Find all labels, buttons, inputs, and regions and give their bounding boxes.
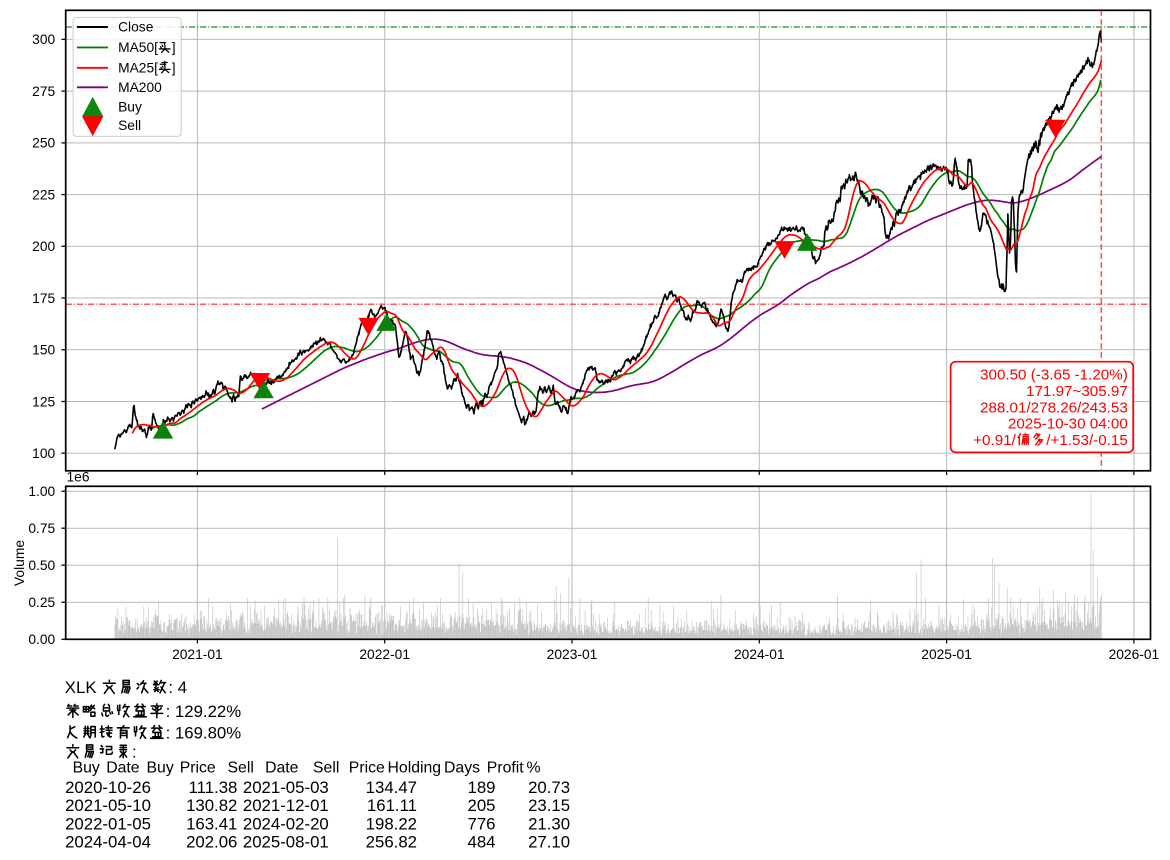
svg-text:2024-04-04: 2024-04-04 <box>65 833 151 852</box>
svg-text:111.38: 111.38 <box>189 778 238 797</box>
svg-text:161.11: 161.11 <box>367 796 417 815</box>
svg-text:200: 200 <box>32 239 55 254</box>
svg-text:250: 250 <box>32 136 55 151</box>
svg-text:100: 100 <box>32 446 55 461</box>
svg-text:2025-08-01: 2025-08-01 <box>243 833 329 852</box>
svg-text:2020-10-26: 2020-10-26 <box>65 778 151 797</box>
svg-text:Days: Days <box>444 760 480 777</box>
svg-text:Price: Price <box>349 760 385 777</box>
svg-text:125: 125 <box>32 394 55 409</box>
svg-text:0.00: 0.00 <box>28 632 55 647</box>
svg-text:175: 175 <box>32 291 55 306</box>
svg-text:Sell: Sell <box>118 118 141 133</box>
svg-text:Buy: Buy <box>118 99 142 114</box>
svg-text:2021-05-03: 2021-05-03 <box>243 778 329 797</box>
svg-text:]: ] <box>172 61 176 76</box>
svg-text:MA200: MA200 <box>118 80 162 95</box>
svg-text:2026-01: 2026-01 <box>1109 647 1160 662</box>
svg-text:Buy: Buy <box>147 760 174 777</box>
svg-text:+0.91/: +0.91/ <box>973 432 1016 449</box>
svg-text:2021-12-01: 2021-12-01 <box>243 796 329 815</box>
svg-text:256.82: 256.82 <box>366 833 417 852</box>
svg-text:484: 484 <box>468 833 496 852</box>
svg-text:130.82: 130.82 <box>186 796 237 815</box>
svg-text:MA25[: MA25[ <box>118 61 158 76</box>
svg-text::: : <box>132 743 137 762</box>
svg-text:300.50 (-3.65 -1.20%): 300.50 (-3.65 -1.20%) <box>980 367 1128 384</box>
svg-text:Date: Date <box>106 760 140 777</box>
svg-text:: 4: : 4 <box>168 678 187 697</box>
svg-text:2021-05-10: 2021-05-10 <box>65 796 151 815</box>
svg-text:288.01/278.26/243.53: 288.01/278.26/243.53 <box>980 399 1128 416</box>
svg-text:Sell: Sell <box>228 760 254 777</box>
svg-text:2024-01: 2024-01 <box>734 647 785 662</box>
svg-text:0.50: 0.50 <box>28 558 55 573</box>
svg-text:: 169.80%: : 169.80% <box>166 724 242 743</box>
svg-text:0.25: 0.25 <box>28 595 55 610</box>
svg-text:2023-01: 2023-01 <box>547 647 598 662</box>
svg-text:150: 150 <box>32 343 55 358</box>
svg-text:20.73: 20.73 <box>528 778 570 797</box>
svg-text:Sell: Sell <box>313 760 339 777</box>
svg-text:23.15: 23.15 <box>528 796 570 815</box>
svg-text:205: 205 <box>468 796 496 815</box>
svg-text:2022-01-05: 2022-01-05 <box>65 814 151 833</box>
svg-text:/+1.53/-0.15: /+1.53/-0.15 <box>1046 432 1128 449</box>
svg-text:Profit: Profit <box>487 760 524 777</box>
svg-text:Volume: Volume <box>12 540 27 586</box>
svg-text:MA50[: MA50[ <box>118 40 158 55</box>
svg-text:Close: Close <box>118 20 154 35</box>
svg-text:202.06: 202.06 <box>186 833 237 852</box>
svg-text:Buy: Buy <box>73 760 100 777</box>
svg-text:189: 189 <box>468 778 496 797</box>
svg-text:300: 300 <box>32 32 55 47</box>
svg-text:134.47: 134.47 <box>366 778 417 797</box>
svg-text:XLK: XLK <box>65 678 97 697</box>
svg-text:1.00: 1.00 <box>28 484 55 499</box>
svg-text:198.22: 198.22 <box>366 814 417 833</box>
svg-text:0.75: 0.75 <box>28 521 55 536</box>
svg-text:%: % <box>527 760 541 777</box>
svg-text:275: 275 <box>32 84 55 99</box>
svg-text:2024-02-20: 2024-02-20 <box>243 814 329 833</box>
svg-text:776: 776 <box>468 814 496 833</box>
svg-text:2021-01: 2021-01 <box>172 647 223 662</box>
svg-text:21.30: 21.30 <box>528 814 570 833</box>
svg-text:171.97~305.97: 171.97~305.97 <box>1026 383 1128 400</box>
svg-text:Date: Date <box>265 760 299 777</box>
svg-text:2025-01: 2025-01 <box>921 647 972 662</box>
svg-text:]: ] <box>172 40 176 55</box>
svg-text:: 129.22%: : 129.22% <box>166 702 242 721</box>
svg-text:225: 225 <box>32 187 55 202</box>
svg-text:163.41: 163.41 <box>186 814 237 833</box>
svg-text:Holding: Holding <box>388 760 442 777</box>
svg-text:27.10: 27.10 <box>528 833 570 852</box>
svg-text:1e6: 1e6 <box>67 470 90 485</box>
svg-text:2022-01: 2022-01 <box>359 647 410 662</box>
svg-text:Price: Price <box>180 760 216 777</box>
svg-text:2025-10-30 04:00: 2025-10-30 04:00 <box>1008 416 1128 433</box>
